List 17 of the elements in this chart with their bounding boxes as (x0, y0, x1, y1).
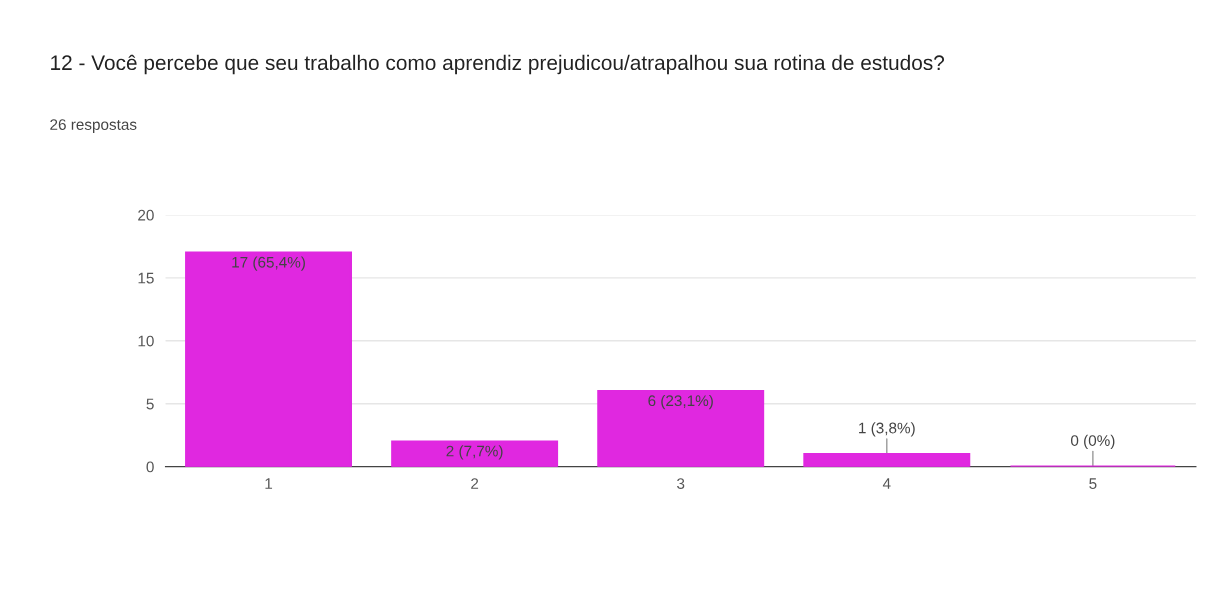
y-tick-label: 5 (146, 398, 154, 410)
x-tick-label: 2 (471, 478, 479, 489)
y-tick-label: 15 (138, 272, 154, 284)
data-label: 6 (23,1%) (648, 394, 713, 410)
data-label: 0 (0%) (1070, 434, 1115, 450)
x-tick-label: 1 (265, 478, 273, 489)
x-tick-label: 5 (1089, 478, 1097, 489)
data-label: 1 (3,8%) (859, 422, 915, 437)
x-tick-label: 4 (882, 478, 891, 489)
data-label: 2 (7,7%) (446, 445, 503, 460)
y-tick-label: 10 (138, 335, 154, 347)
y-tick-label: 0 (146, 461, 154, 473)
chart-title: 12 - Você percebe que seu trabalho como aprendiz prejudicou/atrapalhou sua rotina de estudos? (51, 54, 945, 75)
y-tick-label: 20 (138, 209, 154, 221)
data-label: 17 (65,4%) (232, 256, 305, 271)
chart-subtitle: 26 respostas (50, 119, 137, 133)
x-tick-label: 3 (677, 478, 685, 489)
